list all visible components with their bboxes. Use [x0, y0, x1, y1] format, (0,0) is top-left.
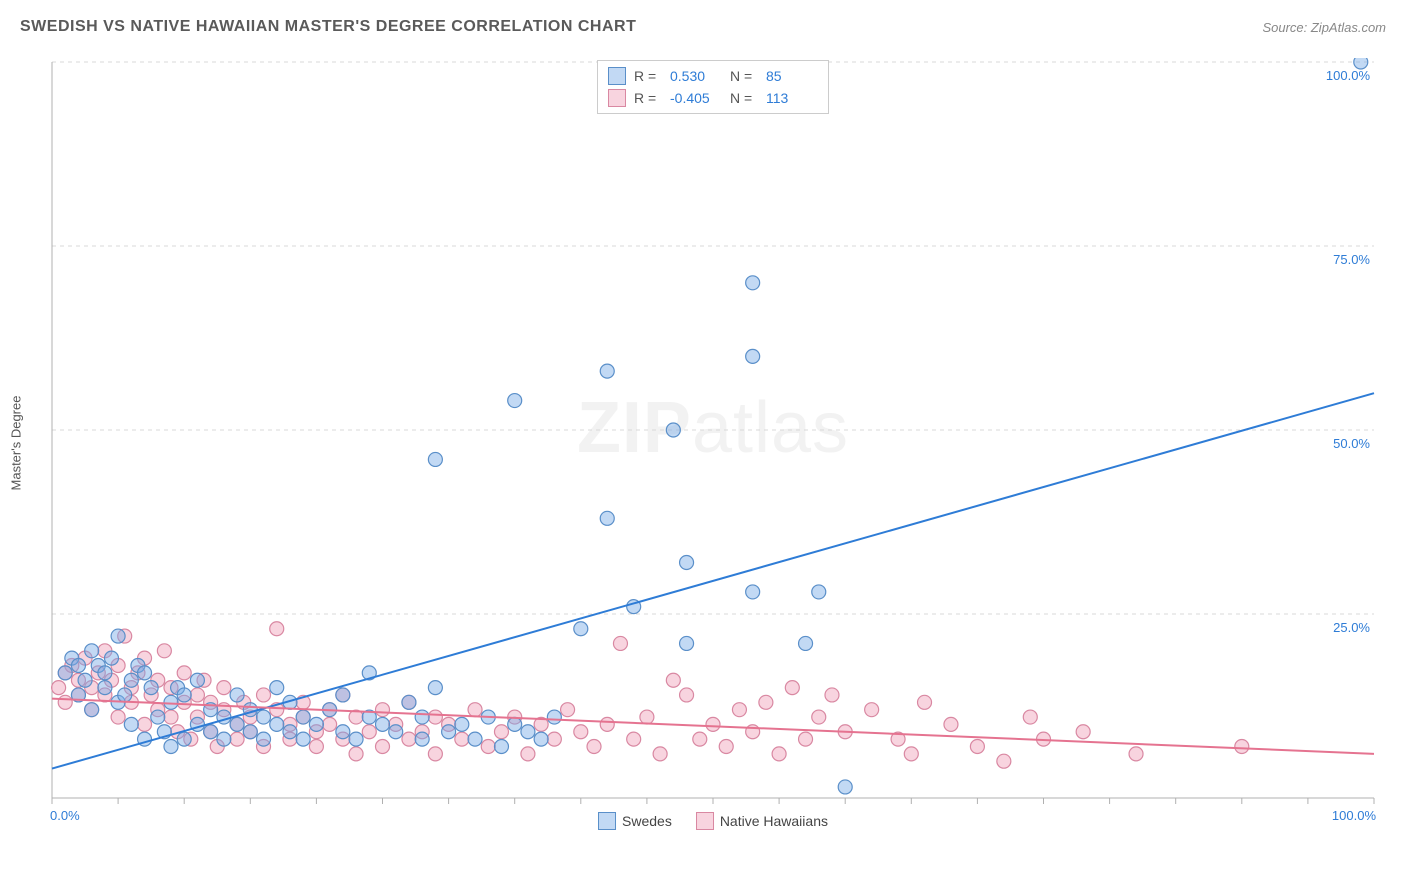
legend-series: Swedes Native Hawaiians — [598, 812, 828, 830]
legend-swatch-hawaiians — [696, 812, 714, 830]
header: SWEDISH VS NATIVE HAWAIIAN MASTER'S DEGR… — [20, 18, 1386, 36]
chart-title: SWEDISH VS NATIVE HAWAIIAN MASTER'S DEGR… — [20, 18, 636, 36]
legend-label-swedes: Swedes — [622, 813, 672, 829]
legend-row-swedes: R = 0.530 N = 85 — [608, 65, 818, 87]
legend-label-hawaiians: Native Hawaiians — [720, 813, 828, 829]
n-value-swedes: 85 — [766, 68, 818, 84]
n-label: N = — [730, 90, 758, 106]
legend-swatch-swedes — [608, 67, 626, 85]
source-attribution: Source: ZipAtlas.com — [1262, 20, 1386, 35]
legend-item-hawaiians: Native Hawaiians — [696, 812, 828, 830]
y-tick-label: 100.0% — [1326, 68, 1370, 83]
r-value-hawaiians: -0.405 — [670, 90, 722, 106]
y-tick-label: 75.0% — [1333, 252, 1370, 267]
chart-area: Master's Degree ZIPatlas R = 0.530 N = 8… — [48, 58, 1378, 828]
r-label: R = — [634, 68, 662, 84]
legend-item-swedes: Swedes — [598, 812, 672, 830]
n-label: N = — [730, 68, 758, 84]
r-value-swedes: 0.530 — [670, 68, 722, 84]
legend-row-hawaiians: R = -0.405 N = 113 — [608, 87, 818, 109]
legend-correlation: R = 0.530 N = 85 R = -0.405 N = 113 — [597, 60, 829, 114]
legend-swatch-swedes — [598, 812, 616, 830]
x-tick-label: 0.0% — [50, 808, 80, 823]
r-label: R = — [634, 90, 662, 106]
x-tick-label: 100.0% — [1332, 808, 1376, 823]
y-axis-label: Master's Degree — [9, 396, 24, 491]
legend-swatch-hawaiians — [608, 89, 626, 107]
scatter-plot — [48, 58, 1378, 828]
n-value-hawaiians: 113 — [766, 90, 818, 106]
y-tick-label: 50.0% — [1333, 436, 1370, 451]
y-tick-label: 25.0% — [1333, 620, 1370, 635]
